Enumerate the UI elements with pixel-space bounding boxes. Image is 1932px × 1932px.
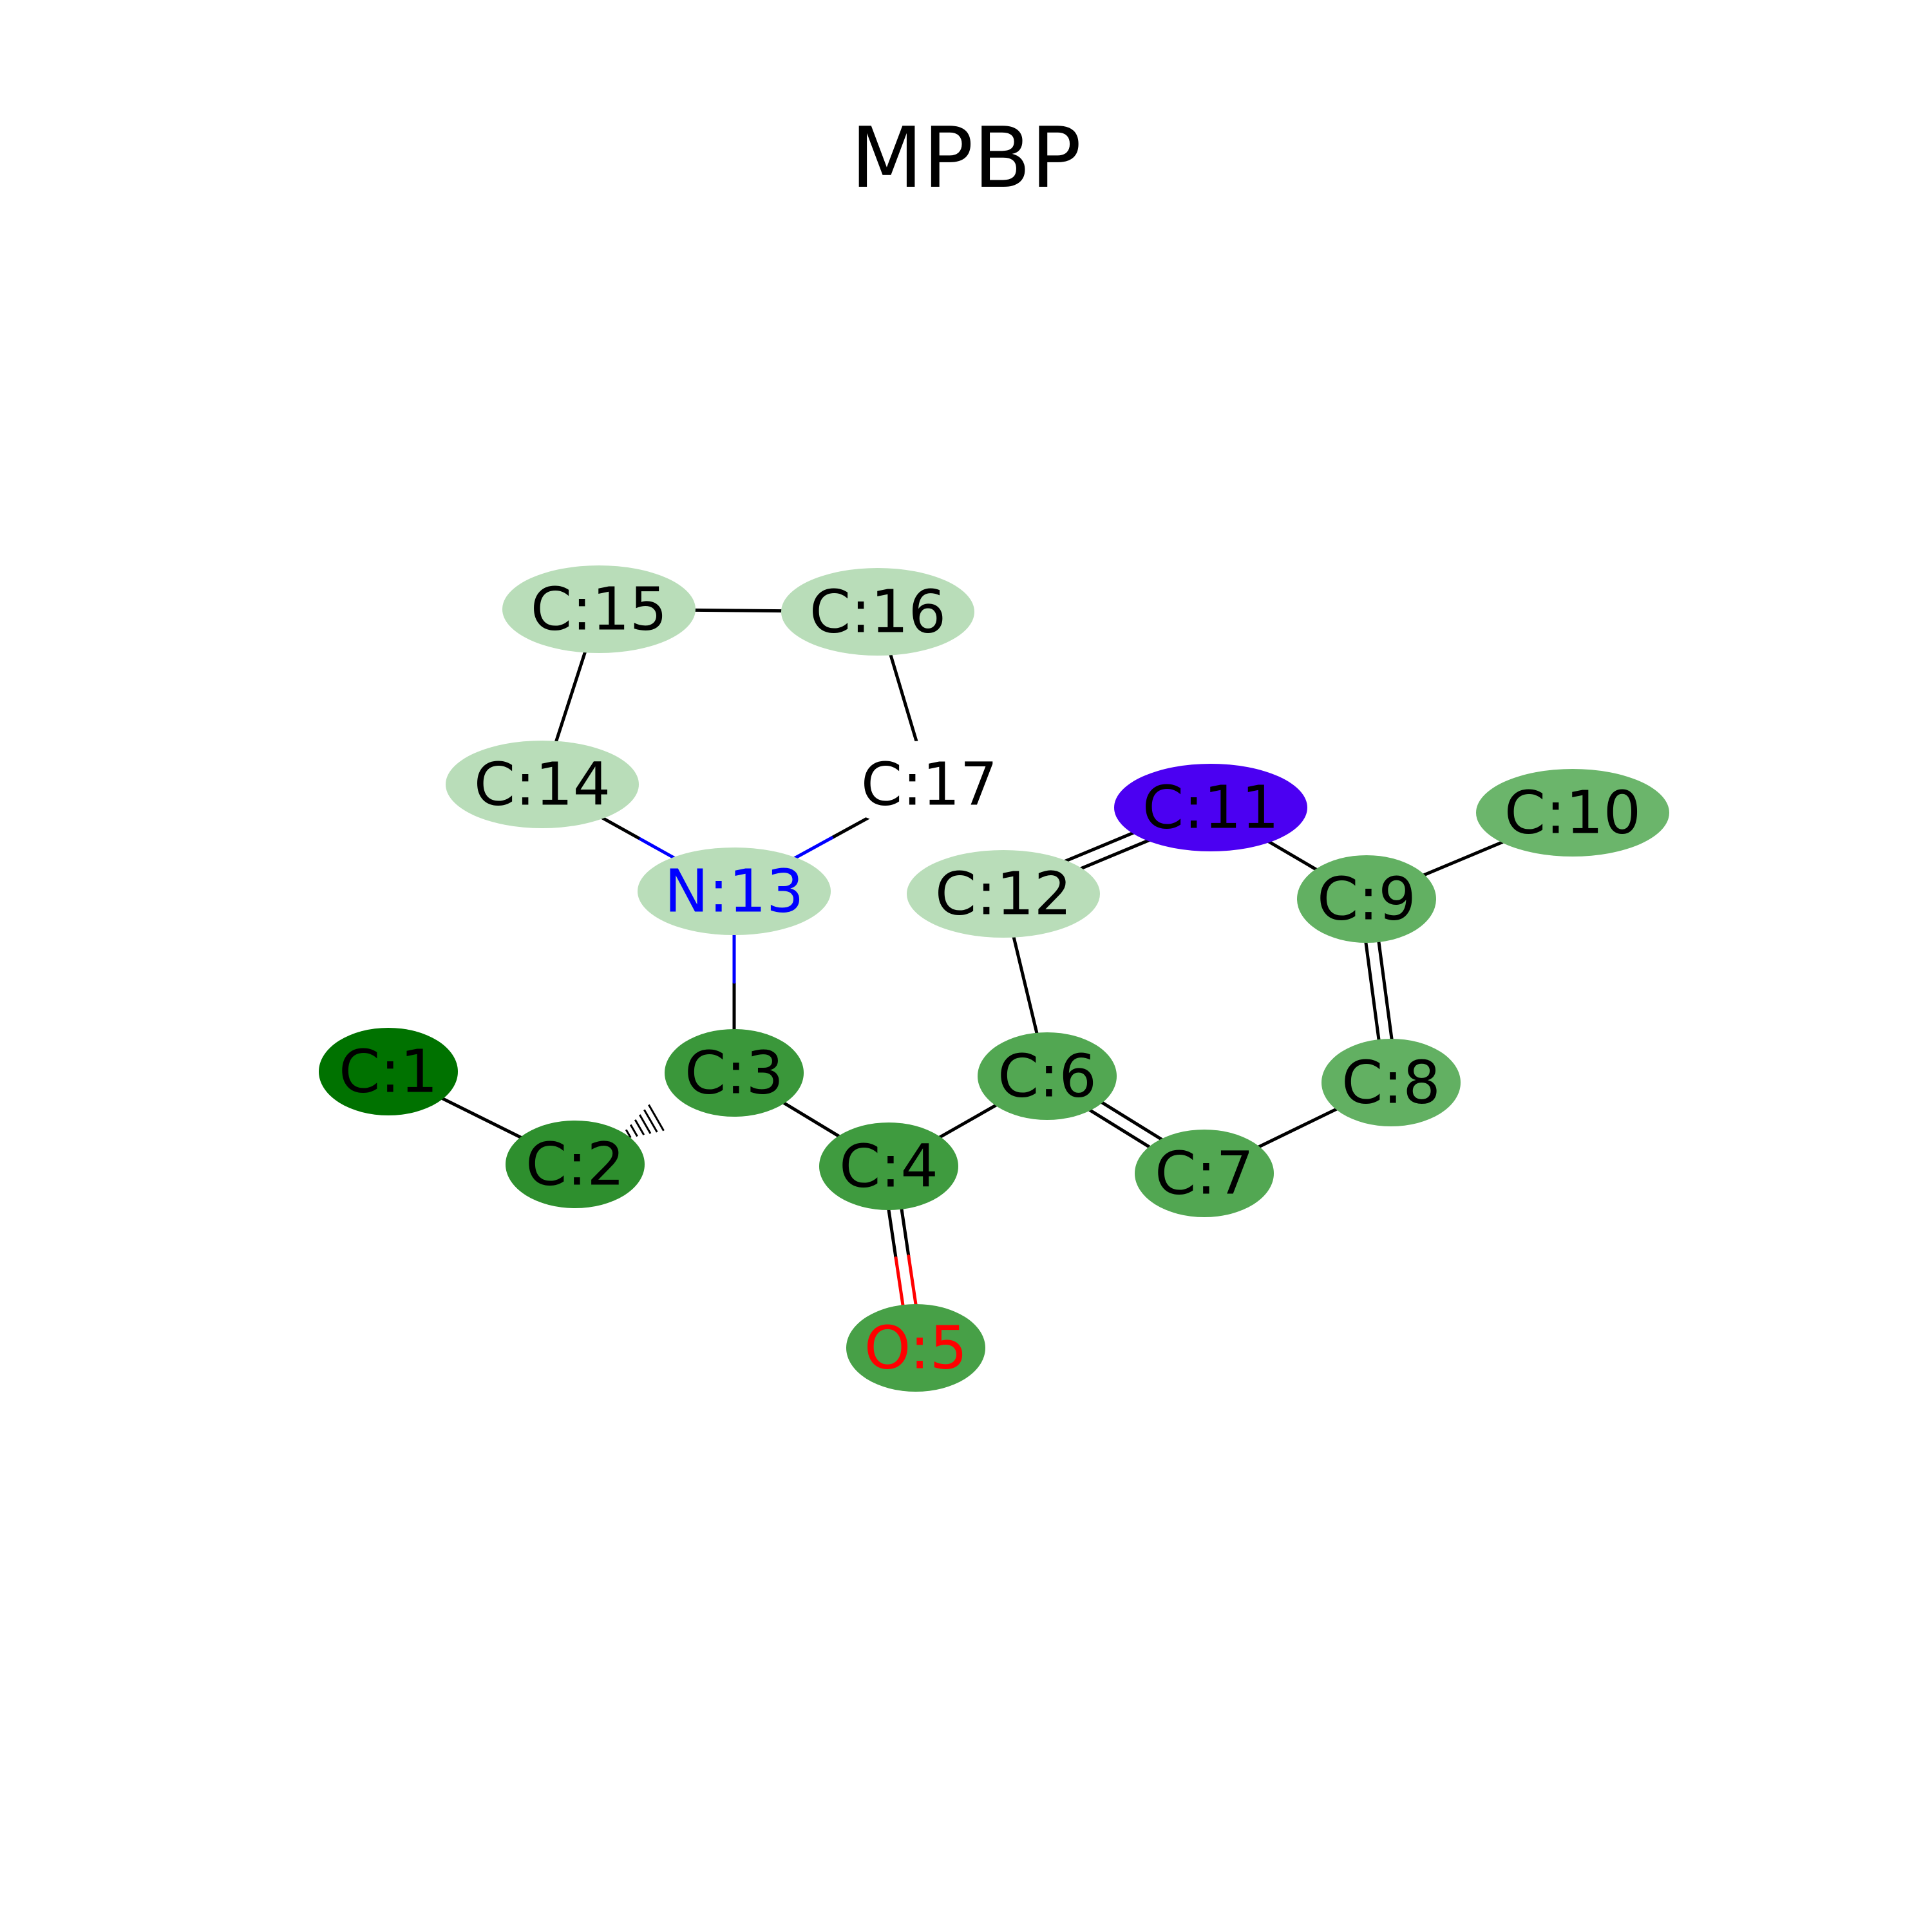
atom-highlight	[1114, 764, 1307, 851]
atom-layer: C:1 C:2 C:3 C:4 O:5 C:6 C:7 C:8 C:9 C:10 C:11 C:12 N…	[319, 565, 1669, 1392]
atom-label: N:13	[665, 857, 804, 926]
atom-label: O:5	[864, 1314, 967, 1383]
atom-highlight	[1135, 1130, 1274, 1217]
atom-3: C:3	[665, 1029, 804, 1117]
atom-label: C:2	[526, 1130, 625, 1199]
atom-label: C:3	[685, 1039, 784, 1108]
atom-2: C:2	[506, 1121, 645, 1208]
atom-highlight	[502, 565, 696, 653]
atom-4: C:4	[819, 1122, 958, 1210]
atom-9: C:9	[1297, 855, 1436, 943]
atom-label: C:7	[1155, 1139, 1254, 1208]
atom-10: C:10	[1476, 769, 1669, 857]
bond-layer	[386, 607, 1575, 1350]
page-title: MPBP	[850, 109, 1082, 207]
atom-14: C:14	[446, 741, 639, 828]
atom-label: C:10	[1504, 779, 1641, 848]
atom-label: C:14	[474, 750, 611, 819]
atom-highlight	[819, 1122, 958, 1210]
bond-2-3-hash	[620, 1104, 665, 1140]
atom-highlight	[1476, 769, 1669, 857]
atom-1: C:1	[319, 1028, 458, 1115]
atom-label: C:8	[1341, 1048, 1441, 1117]
atom-8: C:8	[1321, 1039, 1461, 1126]
atom-17: C:17	[833, 741, 1026, 828]
atom-highlight	[506, 1121, 645, 1208]
atom-highlight	[319, 1028, 458, 1115]
atom-highlight	[1321, 1039, 1461, 1126]
atom-13: N:13	[638, 848, 831, 935]
atom-11: C:11	[1114, 764, 1307, 851]
atom-7: C:7	[1135, 1130, 1274, 1217]
atom-highlight	[1297, 855, 1436, 943]
atom-highlight	[907, 850, 1100, 938]
atom-label: C:4	[839, 1132, 938, 1201]
atom-5: O:5	[846, 1304, 985, 1392]
atom-highlight	[638, 848, 831, 935]
atom-highlight	[846, 1304, 985, 1392]
atom-label: C:16	[810, 578, 946, 647]
atom-highlight	[665, 1029, 804, 1117]
atom-label: C:9	[1317, 865, 1416, 934]
atom-highlight	[446, 741, 639, 828]
atom-12: C:12	[907, 850, 1100, 938]
atom-label: C:11	[1142, 773, 1279, 842]
atom-label: C:1	[339, 1037, 438, 1106]
atom-6: C:6	[978, 1032, 1117, 1120]
atom-label: C:6	[998, 1042, 1097, 1111]
atom-16: C:16	[781, 568, 974, 656]
atom-highlight	[978, 1032, 1117, 1120]
atom-label: C:15	[531, 575, 667, 644]
atom-15: C:15	[502, 565, 696, 653]
atom-highlight	[833, 741, 1026, 828]
atom-label: C:12	[935, 860, 1072, 929]
atom-highlight	[781, 568, 974, 656]
atom-label: C:17	[861, 750, 998, 819]
